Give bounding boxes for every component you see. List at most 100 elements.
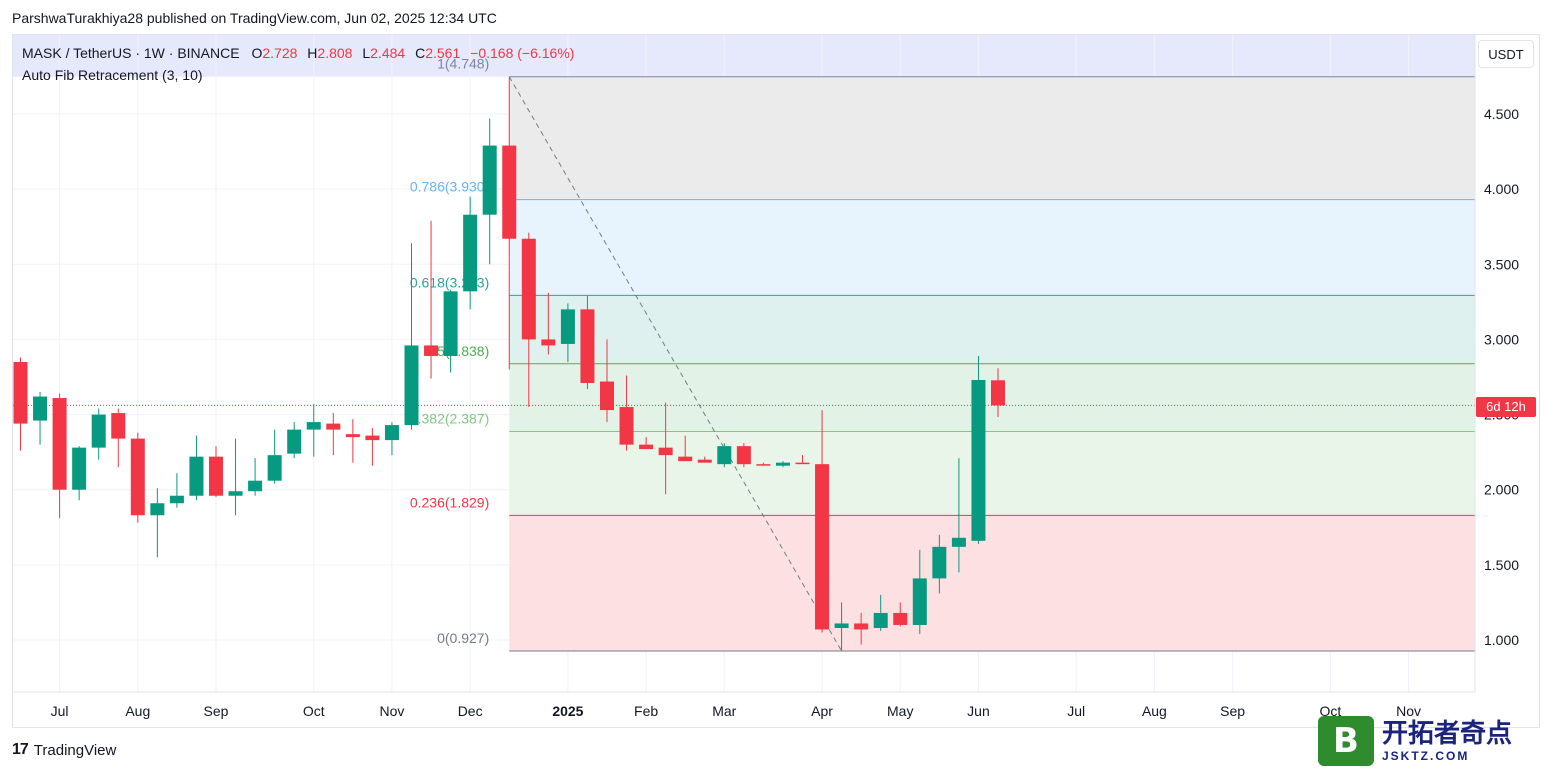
high-label: H [307,45,318,61]
candle-47[interactable] [932,534,947,594]
y-tick-label-7: 4.500 [1484,106,1519,122]
x-tick-label-1: Aug [125,703,150,719]
candle-body [384,425,399,441]
candle-32[interactable] [639,437,654,450]
candle-body [111,413,126,439]
candle-22[interactable] [443,289,458,373]
candle-26[interactable] [521,232,536,408]
candle-25[interactable] [502,76,517,370]
fib-retracement[interactable]: 1(4.748)0.786(3.930)0.618(3.293)0.5(2.83… [410,56,1475,652]
candle-14[interactable] [287,422,302,459]
candle-body [150,503,165,516]
y-tick-label-6: 4.000 [1484,181,1519,197]
candle-40[interactable] [795,455,810,465]
candle-0[interactable] [13,357,28,451]
watermark-sub: JSKTZ.COM [1382,749,1470,763]
candle-2[interactable] [52,393,67,519]
candle-body [443,291,458,356]
candle-6[interactable] [130,432,145,523]
candle-50[interactable] [991,368,1005,417]
candle-12[interactable] [248,458,263,496]
y-tick-label-0: 1.000 [1484,632,1519,648]
watermark-main: 开拓者奇点 [1382,718,1513,748]
candle-31[interactable] [619,375,634,451]
candle-21[interactable] [424,220,439,379]
candle-49[interactable] [971,355,986,544]
change-value: −0.168 (−6.16%) [470,45,575,61]
candle-38[interactable] [756,462,771,466]
fib-zone-0 [509,76,1475,200]
candle-5[interactable] [111,408,126,468]
candle-13[interactable] [267,429,282,484]
chart-frame [12,34,1540,728]
candle-44[interactable] [873,594,888,631]
candle-4[interactable] [91,408,106,460]
candle-24[interactable] [482,118,497,265]
fib-zone-5 [509,515,1475,651]
candle-46[interactable] [912,549,927,634]
candle-body [287,429,302,454]
candle-body [209,456,223,496]
symbol-legend[interactable]: MASK / TetherUS · 1W · BINANCE O2.728 H2… [22,45,580,61]
candle-body [991,380,1005,406]
indicator-label[interactable]: Auto Fib Retracement (3, 10) [22,67,203,83]
candle-36[interactable] [717,443,732,468]
x-tick-label-12: Jul [1067,703,1085,719]
candle-body [815,464,830,630]
publisher-line: ParshwaTurakhiya28 published on TradingV… [12,10,497,26]
tradingview-logo[interactable]: 17 TradingView [12,741,116,759]
candle-3[interactable] [72,446,87,501]
candle-body [795,462,810,465]
candle-20[interactable] [404,243,419,430]
candle-35[interactable] [697,456,712,463]
candle-body [130,438,145,516]
candle-48[interactable] [951,458,966,573]
candle-9[interactable] [189,435,204,501]
candle-28[interactable] [560,303,575,362]
candles[interactable] [13,76,1006,651]
candle-17[interactable] [345,419,360,463]
candle-34[interactable] [678,435,693,462]
candle-body [463,214,478,292]
candle-body [13,361,28,424]
y-tick-label-2: 2.000 [1484,482,1519,498]
time-axis[interactable]: Jul Aug Sep Oct Nov Dec 2025 Feb Mar Apr May Jun Jul… [13,691,1475,719]
candle-8[interactable] [169,473,184,508]
candle-body [932,546,947,579]
x-tick-label-15: Oct [1319,703,1341,719]
candle-30[interactable] [600,339,614,423]
candle-body [228,491,243,496]
tradingview-mark-icon: 17 [12,741,29,758]
candle-11[interactable] [228,438,243,516]
candle-29[interactable] [580,295,595,390]
currency-button[interactable]: USDT [1478,40,1534,68]
candle-body [834,623,849,628]
x-tick-label-5: Dec [458,703,483,719]
candle-18[interactable] [365,428,380,466]
candle-23[interactable] [463,196,478,310]
candle-body [482,145,497,215]
candle-1[interactable] [33,392,48,445]
candle-42[interactable] [834,602,849,651]
candle-19[interactable] [384,422,399,456]
candle-7[interactable] [150,488,165,558]
candle-body [404,345,419,426]
candle-16[interactable] [326,413,341,456]
fib-zone-4 [509,431,1475,516]
candle-37[interactable] [736,443,751,468]
candle-33[interactable] [658,402,673,495]
candle-body [697,459,712,463]
candle-43[interactable] [854,612,869,645]
candle-10[interactable] [209,446,223,498]
candle-15[interactable] [306,404,321,457]
candle-45[interactable] [893,602,908,627]
candle-27[interactable] [541,292,556,355]
close-value: 2.561 [425,45,461,61]
fib-zone-1 [509,199,1475,296]
x-tick-label-16: Nov [1396,703,1421,719]
candle-39[interactable] [775,461,790,468]
watermark-badge-icon: B [1318,716,1374,766]
candle-41[interactable] [815,410,830,633]
